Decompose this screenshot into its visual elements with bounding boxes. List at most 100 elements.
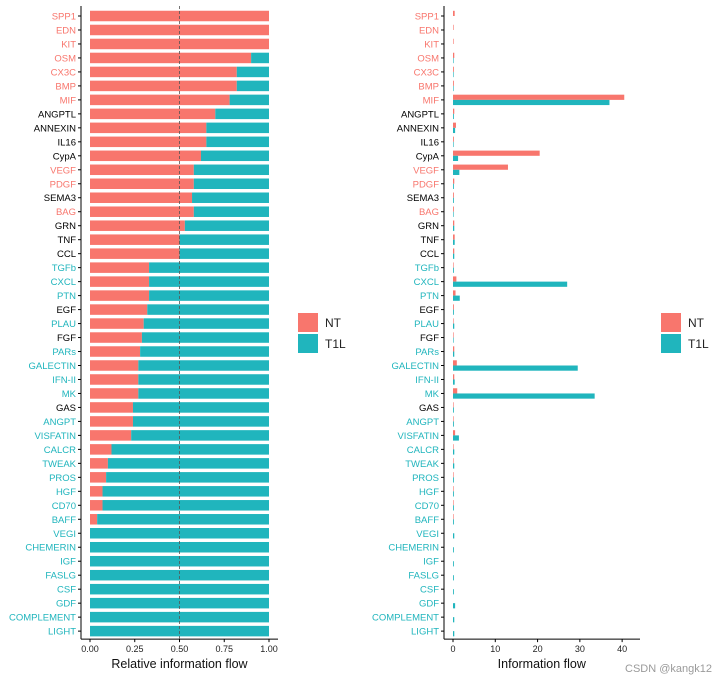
bar-t1l <box>453 71 454 78</box>
category-label: TGFb <box>415 263 439 274</box>
category-label: ANNEXIN <box>397 123 439 134</box>
legend-label-t1l: T1L <box>325 337 346 351</box>
bar-nt <box>453 458 454 464</box>
category-label: TWEAK <box>42 459 76 470</box>
bar-nt <box>90 150 201 162</box>
bar-t1l <box>453 281 568 287</box>
category-label: CD70 <box>415 501 439 512</box>
bar-t1l <box>193 164 269 176</box>
category-label: ANNEXIN <box>34 123 76 134</box>
category-label: VEGI <box>53 529 76 540</box>
bar-nt <box>90 388 139 399</box>
legend-swatch-t1l <box>298 334 318 353</box>
bar-t1l <box>193 178 269 190</box>
bar-nt <box>90 472 107 483</box>
category-label: PDGF <box>413 179 440 190</box>
category-label: FGF <box>57 333 76 344</box>
category-label: BMP <box>55 81 76 92</box>
bar-nt <box>453 332 454 338</box>
bar-t1l <box>149 262 269 273</box>
bar-nt <box>90 360 139 371</box>
category-label: CX3C <box>51 67 76 78</box>
bar-nt <box>453 66 454 72</box>
category-label: GAS <box>419 403 439 414</box>
bar-nt <box>453 444 454 450</box>
bar-t1l <box>90 569 269 581</box>
bar-t1l <box>236 80 269 92</box>
bar-t1l <box>453 393 595 399</box>
category-label: PARs <box>415 347 439 358</box>
category-label: BAFF <box>52 515 76 526</box>
x-tick-label: 0.75 <box>215 644 233 654</box>
category-label: SPP1 <box>52 12 76 23</box>
category-label: ANGPTL <box>401 109 439 120</box>
bar-nt <box>90 52 252 64</box>
category-label: TGFb <box>52 263 76 274</box>
category-label: KIT <box>61 39 76 50</box>
bar-t1l <box>453 407 454 413</box>
bar-t1l <box>453 519 454 525</box>
bar-t1l <box>453 603 456 609</box>
category-label: GRN <box>418 221 439 232</box>
bar-nt <box>90 430 132 441</box>
bar-t1l <box>200 150 269 162</box>
bar-t1l <box>453 449 455 455</box>
bar-nt <box>90 164 194 176</box>
bar-t1l <box>453 351 455 357</box>
category-label: IGF <box>60 557 76 568</box>
x-tick-label: 1.00 <box>260 644 278 654</box>
category-label: CypA <box>416 151 440 162</box>
category-label: KIT <box>424 39 439 50</box>
bar-nt <box>453 10 455 16</box>
bar-t1l <box>453 631 455 637</box>
category-label: GAS <box>56 403 76 414</box>
category-label: EDN <box>56 25 76 36</box>
bar-t1l <box>102 486 269 497</box>
category-label: VISFATIN <box>34 431 76 442</box>
bar-t1l <box>453 169 460 175</box>
bar-nt <box>90 290 150 301</box>
bar-t1l <box>106 472 269 483</box>
legend-left: NT T1L <box>298 313 346 353</box>
category-label: CHEMERIN <box>25 543 76 554</box>
legend-label-t1l: T1L <box>688 337 709 351</box>
bar-t1l <box>184 220 269 231</box>
category-label: EGF <box>56 305 76 316</box>
category-label: CCL <box>57 249 76 260</box>
bar-t1l <box>453 141 454 148</box>
category-label: VEGI <box>416 529 439 540</box>
bar-nt <box>453 150 540 156</box>
bar-nt <box>90 122 207 134</box>
bar-t1l <box>453 253 455 259</box>
bar-nt <box>90 416 133 427</box>
category-label: PARs <box>52 347 76 358</box>
category-label: EGF <box>419 305 439 316</box>
bar-nt <box>90 402 133 413</box>
bar-nt <box>453 122 456 128</box>
bar-t1l <box>453 421 454 427</box>
category-label: CypA <box>53 151 77 162</box>
category-label: MIF <box>60 95 77 106</box>
category-label: CSF <box>57 585 76 596</box>
bar-nt <box>90 80 237 92</box>
legend-label-nt: NT <box>688 316 705 330</box>
bar-t1l <box>251 52 269 64</box>
x-tick-label: 0.25 <box>126 644 144 654</box>
bar-t1l <box>206 136 269 148</box>
category-label: CXCL <box>414 277 439 288</box>
x-tick-label: 0 <box>450 644 455 654</box>
x-tick-label: 40 <box>617 644 627 654</box>
bar-t1l <box>453 211 454 217</box>
bar-t1l <box>453 547 454 553</box>
bar-nt <box>453 234 455 240</box>
bar-nt <box>453 472 454 478</box>
category-label: EDN <box>419 25 439 36</box>
category-label: TNF <box>58 235 77 246</box>
bar-nt <box>90 66 237 78</box>
category-label: SEMA3 <box>407 193 439 204</box>
category-label: CX3C <box>414 67 439 78</box>
bar-nt <box>453 80 454 86</box>
category-label: IL16 <box>421 137 440 148</box>
bar-nt <box>453 290 456 296</box>
category-label: HGF <box>56 487 76 498</box>
